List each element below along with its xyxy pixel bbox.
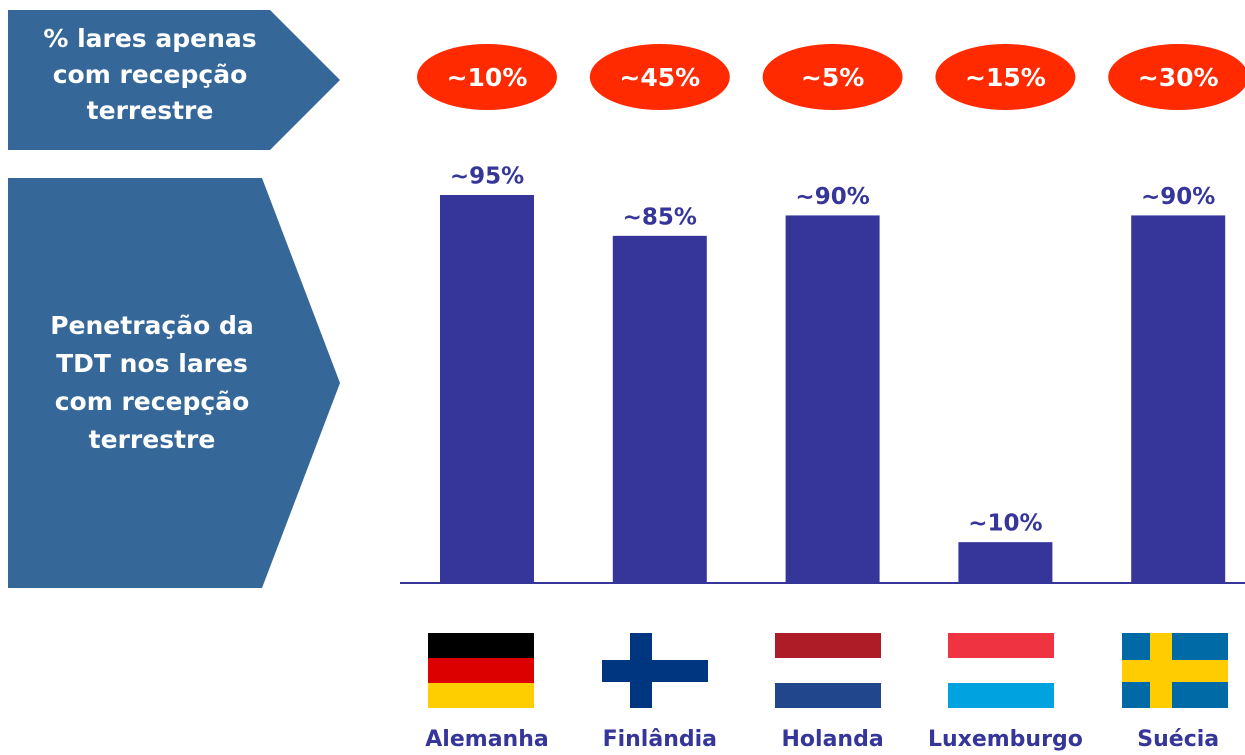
bar [440, 195, 534, 583]
flag-germany [428, 633, 534, 708]
x-tick-label: Alemanha [425, 727, 548, 752]
share-badge [1108, 44, 1245, 110]
x-tick-label: Luxemburgo [928, 727, 1083, 752]
bar-value-label: ~10% [968, 511, 1042, 537]
flag-finland [602, 633, 708, 708]
row-label: com recepção [55, 387, 250, 416]
share-badge-label: ~5% [801, 63, 864, 92]
bar [1131, 215, 1226, 583]
bar-value-label: ~90% [795, 184, 869, 210]
share-badge [935, 44, 1076, 110]
flag-luxembourg [948, 633, 1054, 708]
share-badge-label: ~45% [619, 63, 700, 92]
row-arrow [8, 10, 340, 150]
x-tick-label: Finlândia [603, 727, 717, 752]
flag-sweden [1122, 633, 1228, 708]
share-badge-label: ~15% [965, 63, 1046, 92]
row-label: terrestre [89, 425, 216, 454]
bar-value-label: ~85% [623, 204, 697, 230]
bar [958, 542, 1053, 583]
share-badge [589, 44, 730, 110]
share-badge [417, 44, 557, 110]
x-tick-label: Holanda [782, 727, 884, 752]
share-badge [762, 44, 903, 110]
row-label: % lares apenas [43, 24, 256, 53]
row-label: com recepção [53, 60, 248, 89]
row-label: Penetração da [50, 311, 254, 340]
bar-value-label: ~95% [450, 164, 524, 190]
bar [612, 235, 707, 583]
row-label: TDT nos lares [56, 349, 248, 378]
bar-value-label: ~90% [1141, 184, 1215, 210]
share-badge-label: ~30% [1138, 63, 1219, 92]
flag-netherlands [775, 633, 881, 708]
row-label: terrestre [87, 96, 214, 125]
share-badge-label: ~10% [447, 63, 528, 92]
x-tick-label: Suécia [1137, 727, 1219, 752]
row-arrow [8, 178, 340, 588]
bar [785, 215, 880, 583]
